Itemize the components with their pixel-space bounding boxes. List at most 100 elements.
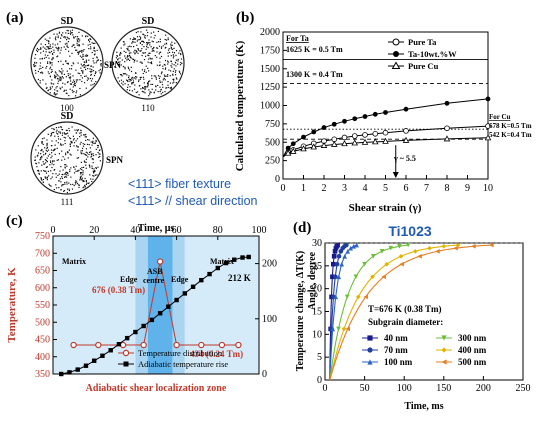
pole-dot xyxy=(143,59,146,61)
pole-dot xyxy=(91,180,93,183)
pole-dot xyxy=(127,84,129,86)
panel-b-point xyxy=(311,129,317,135)
pole-dot xyxy=(123,73,125,75)
pole-dot xyxy=(37,169,39,171)
pole-dot xyxy=(117,77,119,79)
pole-dot xyxy=(89,77,92,80)
pole-dot xyxy=(149,62,151,64)
pole-dot xyxy=(68,188,70,190)
pole-dot xyxy=(55,127,57,129)
panel-c-xlabel-top: Time, μs xyxy=(138,223,175,234)
ref-678-label: 678 K=0.5 Tm xyxy=(489,122,532,130)
pole-dot xyxy=(153,47,155,49)
panel-b-ytick-label: 500 xyxy=(265,137,280,148)
pole-dot xyxy=(82,70,84,72)
pole-dot xyxy=(134,59,136,61)
pole-dot xyxy=(38,162,40,164)
pole-dot xyxy=(159,81,161,83)
pole-dot xyxy=(167,63,169,65)
pole-dot xyxy=(98,153,100,155)
pole-dot xyxy=(143,91,145,93)
pole-dot xyxy=(92,42,94,44)
pole-dot xyxy=(57,75,59,77)
pole-dot xyxy=(94,50,96,52)
pole-dot xyxy=(172,51,174,53)
pole-dot xyxy=(55,140,57,142)
pole-dot xyxy=(169,75,171,77)
pole-dot xyxy=(48,40,50,42)
pole-dot xyxy=(157,84,159,86)
pole-dot xyxy=(93,62,95,64)
pole-dot xyxy=(69,138,72,140)
pole-dot xyxy=(54,37,56,39)
pole-dot xyxy=(70,167,72,169)
pole-dot xyxy=(54,135,56,137)
pole-dot xyxy=(167,61,169,63)
panel-d-legend-label: 300 nm xyxy=(458,333,487,343)
pole-dot xyxy=(149,91,151,93)
pole-dot xyxy=(55,187,58,189)
pole-dot xyxy=(93,49,95,52)
pole-dot xyxy=(82,170,84,172)
pole-dot xyxy=(79,132,81,134)
pole-dot xyxy=(81,56,83,58)
pole-dot xyxy=(56,129,58,131)
pole-dot xyxy=(143,70,145,73)
pole-dot xyxy=(61,128,63,131)
pole-dot xyxy=(50,87,52,90)
pole-dot xyxy=(142,52,144,54)
panel-d-label: (d) xyxy=(293,220,311,236)
pole-dot xyxy=(84,161,86,163)
panel-b-point xyxy=(320,141,328,148)
panel-c-ylabel: Temperature, K xyxy=(6,267,18,343)
pole-dot xyxy=(59,41,61,43)
pole-dot xyxy=(66,92,68,95)
pole-dot xyxy=(126,48,128,50)
pole-dot xyxy=(179,73,181,75)
pole-dot xyxy=(46,86,48,89)
pole-dot xyxy=(46,139,48,141)
pole-dot xyxy=(139,38,142,40)
pole-dot xyxy=(54,153,56,155)
pole-dot xyxy=(88,59,90,61)
panel-c-temp-point xyxy=(95,341,102,349)
pole-dot xyxy=(44,176,46,178)
panel-c-xlabel-bottom: Adiabatic shear localization zone xyxy=(86,383,227,394)
pole-dot xyxy=(65,171,67,173)
pole-dot xyxy=(60,143,62,145)
panel-d-point xyxy=(342,253,348,259)
pole-dot xyxy=(73,79,75,81)
pole-dot xyxy=(131,82,133,84)
pole-dot xyxy=(99,68,101,71)
panel-b-ytick-label: 750 xyxy=(265,119,280,130)
pole-dot xyxy=(88,39,90,41)
panel-d-axes: 0 50 100 150 200 250 0 5 10 15 20 25 30 xyxy=(312,238,531,394)
pole-dot xyxy=(155,78,157,80)
pole-dot xyxy=(175,50,178,52)
pole-figure-110-circle xyxy=(111,26,185,100)
pole-dot xyxy=(144,86,146,88)
pole-dot xyxy=(80,134,82,136)
pole-dot xyxy=(132,39,134,41)
pole-dot xyxy=(126,89,128,91)
pole-dot xyxy=(54,77,56,79)
pole-dot xyxy=(63,89,66,91)
pole-dot xyxy=(137,39,139,41)
legend-pure-cu-marker xyxy=(391,61,401,69)
pole-dot xyxy=(60,126,62,128)
pole-dot xyxy=(165,46,167,48)
pole-dot xyxy=(91,42,93,44)
pole-dot xyxy=(39,80,41,82)
pole-dot xyxy=(124,83,126,85)
pole-dot xyxy=(64,83,66,85)
pole-dot xyxy=(61,35,63,37)
pole-dot xyxy=(44,44,47,46)
pole-dot xyxy=(53,149,55,151)
pole-dot xyxy=(60,47,62,49)
pole-dot xyxy=(75,180,77,182)
pole-dot xyxy=(57,48,59,50)
pole-dot xyxy=(60,37,62,39)
pole-dot xyxy=(84,136,86,138)
pole-dot xyxy=(63,190,66,192)
pole-dot xyxy=(97,146,99,149)
